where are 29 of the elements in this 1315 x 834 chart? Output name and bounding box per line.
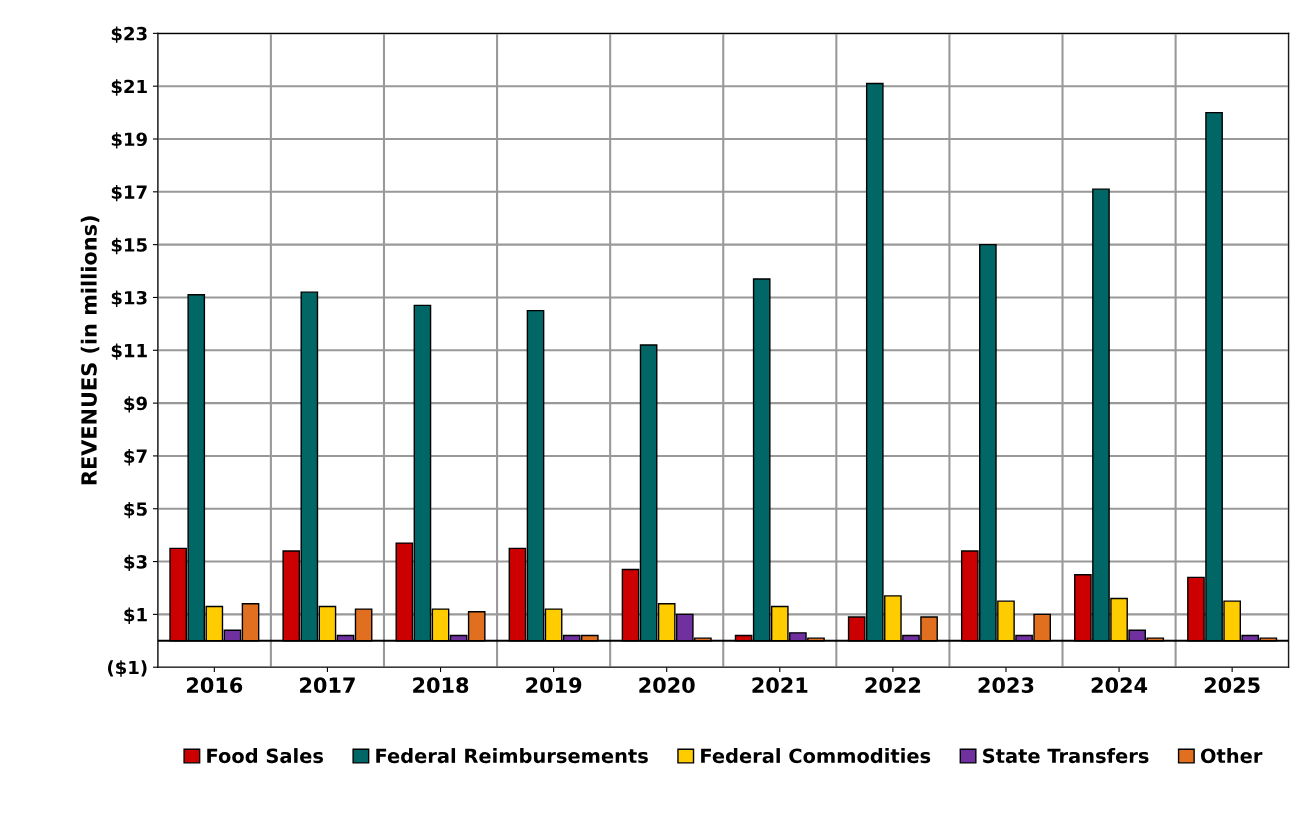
x-tick-label: 2021	[752, 677, 808, 694]
y-tick-label: $21	[111, 79, 147, 96]
y-tick-label: $7	[124, 449, 147, 466]
y-axis-title: REVENUES (in millions)	[80, 216, 100, 485]
y-tick-label: $1	[124, 607, 147, 624]
y-tick-label: $23	[111, 26, 147, 43]
y-tick-label: $3	[124, 554, 147, 572]
x-tick-label: 2019	[526, 677, 582, 694]
legend-label: Other	[1200, 748, 1263, 764]
y-tick-label: $15	[111, 237, 147, 255]
x-tick-label: 2024	[1091, 677, 1148, 694]
y-tick-label: $11	[111, 343, 147, 360]
legend-label: Food Sales	[207, 748, 324, 764]
y-tick-label: $5	[124, 501, 147, 519]
y-tick-label: ($1)	[108, 660, 147, 677]
legend-label: Federal Commodities	[701, 748, 931, 764]
x-tick-label: 2025	[1204, 677, 1260, 694]
x-tick-label: 2016	[187, 677, 243, 694]
x-tick-label: 2023	[978, 677, 1034, 694]
legend-label: State Transfers	[983, 748, 1149, 764]
x-tick-label: 2017	[300, 677, 355, 694]
y-tick-label: $9	[124, 396, 147, 413]
x-tick-label: 2022	[865, 677, 921, 694]
y-tick-label: $17	[111, 184, 147, 202]
x-tick-label: 2020	[639, 677, 695, 694]
legend-label: Federal Reimbursements	[376, 748, 648, 764]
x-tick-label: 2018	[413, 677, 469, 694]
y-tick-label: $13	[111, 290, 147, 307]
y-tick-label: $19	[111, 132, 147, 149]
